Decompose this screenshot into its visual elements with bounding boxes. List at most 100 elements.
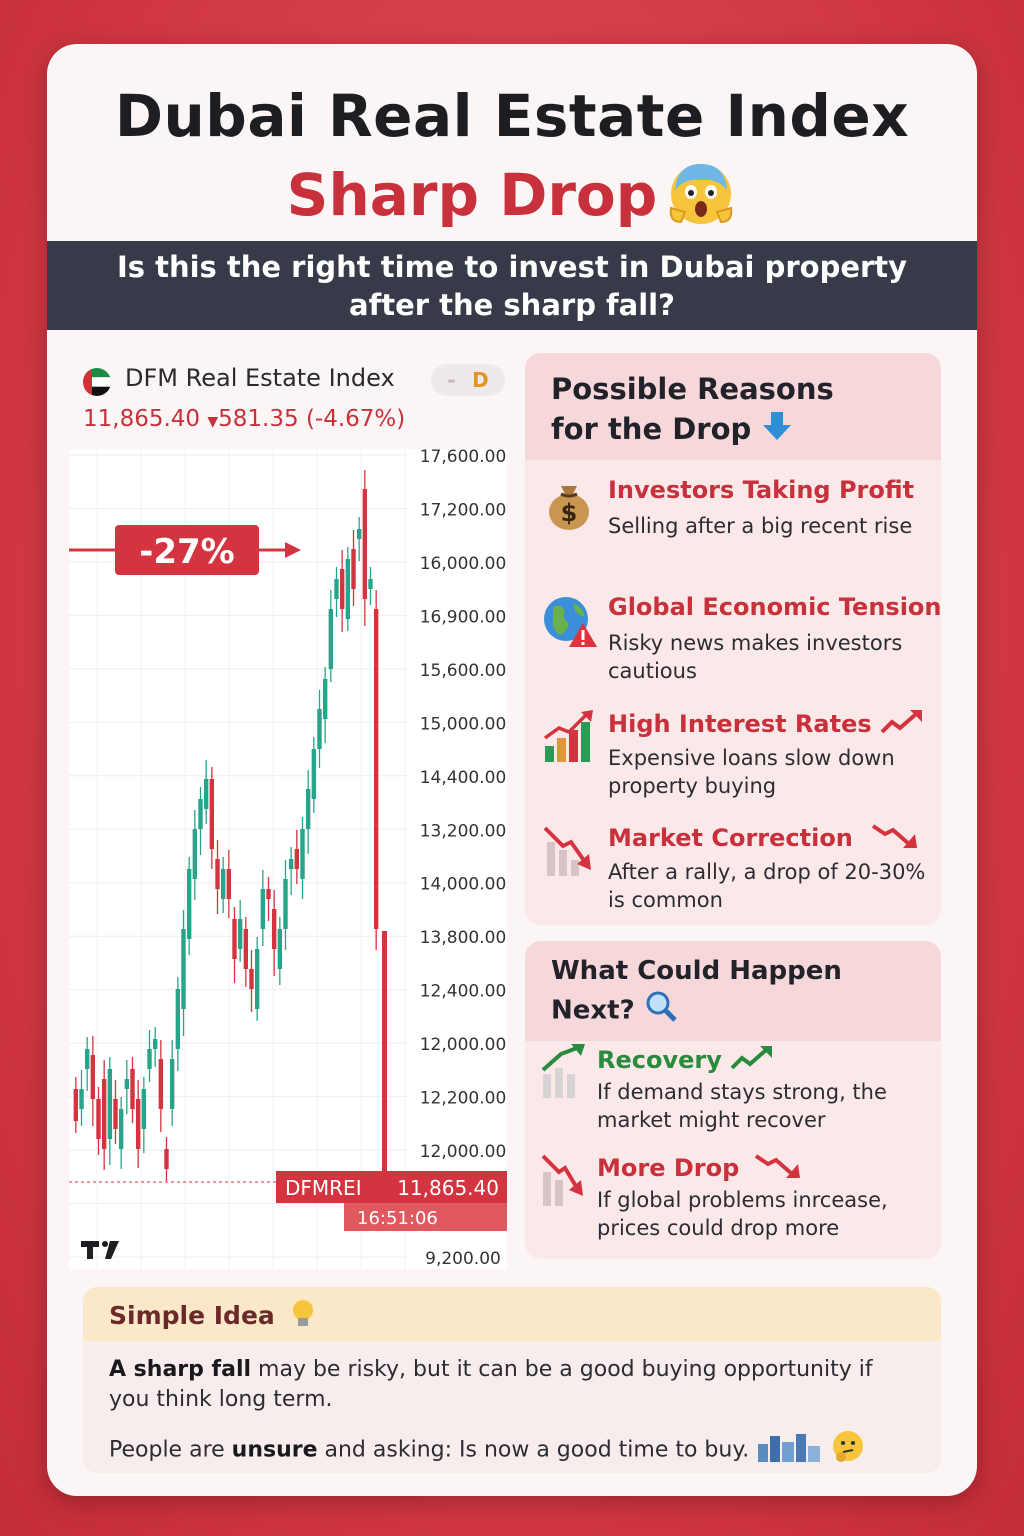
reasons-title-line-1: Possible Reasons (551, 372, 834, 406)
current-value: 11,865.40 (83, 406, 201, 432)
candle-body (328, 609, 334, 669)
reason-title: Global Economic Tension (608, 593, 941, 621)
candle-body (373, 609, 379, 929)
candle-body (215, 859, 220, 889)
candle-body (243, 929, 249, 969)
down-arrow-icon (761, 410, 793, 452)
next-title-text: Recovery (597, 1046, 722, 1074)
candle-body (113, 1099, 118, 1129)
annotation-box (115, 525, 259, 575)
candle-body (368, 579, 373, 589)
candle-body (232, 919, 237, 959)
simple-idea-text-2b: and asking: Is now a good time to buy. (317, 1437, 750, 1463)
chart-title: DFM Real Estate Index (125, 364, 395, 392)
candle-body (124, 1079, 130, 1089)
y-tick-label: 15,000.00 (420, 714, 507, 734)
candle-body (334, 579, 339, 599)
y-tick-label: 12,000.00 (420, 1142, 507, 1162)
candle-body (237, 919, 243, 949)
y-tick-label: 14,000.00 (420, 875, 507, 895)
candle-body (181, 929, 186, 1009)
y-tick-label: 17,600.00 (420, 449, 507, 467)
change-value: 581.35 (-4.67%) (218, 406, 406, 432)
next-title-line-2: Next? (551, 989, 915, 1033)
interval-selector[interactable]: - D (431, 364, 505, 396)
candle-body (135, 1099, 141, 1149)
falling-chart-icon (541, 1152, 587, 1208)
title-sharp-drop: Sharp Drop (286, 161, 658, 230)
chart-svg: 17,600.00 17,200.00 16,000.00 16,900.00 15,6… (69, 449, 507, 1269)
candle-body (277, 929, 283, 969)
globe-warning-icon (541, 593, 597, 649)
candle-body (107, 1069, 113, 1139)
candle-body (96, 1099, 101, 1139)
svg-text:$: $ (561, 499, 578, 527)
reasons-title-line-2: for the Drop (551, 409, 915, 452)
candle-body (118, 1109, 124, 1149)
simple-idea-paragraph-2: People are unsure and asking: Is now a g… (83, 1429, 941, 1472)
candle-body (164, 1149, 169, 1169)
chart-background (69, 449, 507, 1269)
trend-up-green-icon (730, 1044, 774, 1078)
y-tick-label: 17,200.00 (420, 500, 507, 520)
candle-body (345, 559, 351, 619)
candle-body (169, 1059, 175, 1109)
candle-body (158, 1059, 164, 1109)
chart-price-change: 11,865.40 ▼581.35 (-4.67%) (83, 406, 405, 432)
y-tick-label: 12,200.00 (420, 1089, 507, 1109)
falling-chart-icon (541, 822, 597, 878)
simple-idea-text-1: may be risky, but it can be a good buyin… (109, 1357, 873, 1412)
tradingview-logo (81, 1241, 119, 1259)
trend-down-icon (754, 1152, 802, 1186)
simple-idea-bold-1: A sharp fall (109, 1357, 252, 1382)
simple-idea-box: Simple Idea A sharp fall may be risky, b… (83, 1287, 941, 1473)
y-tick-label: 16,900.00 (420, 607, 507, 627)
reason-desc: Selling after a big recent rise (608, 514, 913, 538)
candle-body (147, 1049, 152, 1069)
candlestick-chart[interactable]: 17,600.00 17,200.00 16,000.00 16,900.00 15,6… (67, 449, 507, 1269)
question-banner: Is this the right time to invest in Duba… (47, 241, 977, 330)
thinking-face-icon (831, 1429, 865, 1472)
last-time: 16:51:06 (357, 1208, 438, 1229)
y-tick-label: 12,000.00 (420, 1035, 507, 1055)
simple-idea-title: Simple Idea (109, 1301, 275, 1330)
next-title-text: Next? (551, 995, 635, 1026)
trend-up-icon (880, 708, 924, 742)
next-desc: If global problems inrcease, prices coul… (597, 1188, 888, 1240)
candle-final-drop (382, 931, 387, 1231)
candle-body (90, 1055, 96, 1099)
lightbulb-icon (290, 1299, 316, 1335)
candle-body (101, 1079, 107, 1149)
y-tick-label: 9,200.00 (425, 1249, 501, 1269)
candle-body (356, 529, 362, 539)
candle-body (260, 889, 266, 929)
next-title-text: More Drop (597, 1154, 740, 1182)
simple-idea-bold-2: unsure (231, 1437, 318, 1463)
banner-line-2: after the sharp fall? (349, 288, 675, 322)
candle-body (73, 1089, 79, 1121)
candle-body (226, 869, 232, 899)
candle-body (220, 869, 226, 899)
y-tick-label: 13,200.00 (420, 821, 507, 841)
next-desc: If demand stays strong, the market might… (597, 1080, 887, 1132)
banner-line-1: Is this the right time to invest in Duba… (116, 250, 908, 284)
candle-body (130, 1069, 135, 1109)
reason-title: Market Correction (608, 822, 919, 856)
candle-body (351, 549, 356, 589)
last-time-box (344, 1203, 507, 1231)
next-panel: What Could Happen Next? Recovery (525, 941, 941, 1259)
interval-label: D (472, 368, 489, 392)
drop-annotation: -27% (69, 525, 301, 575)
magnifier-icon (644, 989, 678, 1033)
candle-body (311, 749, 317, 799)
reasons-header: Possible Reasons for the Drop (525, 353, 941, 460)
next-title: More Drop (597, 1152, 802, 1186)
candle-body (271, 909, 277, 949)
candle-body (84, 1049, 90, 1069)
candle-body (339, 569, 345, 609)
candle-body (305, 789, 311, 829)
shocked-face-icon (665, 156, 737, 242)
candle-body (209, 779, 215, 849)
candle-body (362, 489, 368, 599)
rising-bar-chart-icon (541, 708, 597, 764)
